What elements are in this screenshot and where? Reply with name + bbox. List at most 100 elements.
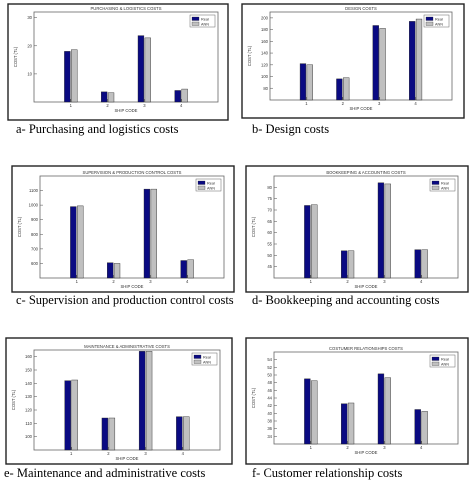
caption-c: c- Supervision and production control co…: [16, 293, 234, 307]
chart-panel-a: PURCHASING & LOGISTICS COSTS 10 20 30 COST (…: [4, 0, 236, 140]
y-tick-label: 40: [267, 411, 272, 416]
y-axis-label: COST (TL): [247, 45, 252, 66]
y-tick-label: 45: [267, 264, 272, 269]
x-tick-label: 3: [149, 279, 152, 284]
x-tick-label: 3: [383, 445, 386, 450]
legend-label-ann: ANN: [207, 186, 215, 190]
caption-d: d- Bookkeeping and accounting costs: [252, 293, 440, 307]
bar-real: [414, 249, 421, 279]
x-tick-label: 1: [70, 103, 73, 108]
bar-real: [377, 373, 385, 445]
bar-real: [304, 205, 311, 279]
chart-svg-d: BOOKKEEPING & ACCOUNTING COSTS 45 50 55 60 65…: [245, 165, 469, 293]
x-tick-label: 3: [378, 101, 381, 106]
caption-a: a- Purchasing and logistics costs: [16, 122, 179, 136]
legend-label-ann: ANN: [441, 362, 449, 366]
bar-real: [409, 21, 416, 101]
bar-ann: [384, 377, 391, 445]
x-tick-label: 3: [144, 451, 147, 456]
y-tick-label: 900: [31, 217, 39, 222]
y-tick-label: 80: [267, 185, 272, 190]
chart-panel-d: BOOKKEEPING & ACCOUNTING COSTS 45 50 55 60 65…: [238, 160, 474, 315]
legend-swatch-ann: [193, 359, 202, 364]
x-axis-label: SHIP CODE: [355, 450, 378, 455]
bar-real: [64, 51, 71, 103]
bar-ann: [379, 28, 386, 101]
bar-ann: [187, 259, 194, 279]
x-tick-label: 4: [182, 451, 185, 456]
legend-swatch-real: [431, 356, 440, 361]
y-tick-label: 140: [261, 51, 269, 56]
x-tick-label: 2: [342, 101, 345, 106]
y-tick-label: 800: [31, 232, 39, 237]
legend-label-ann: ANN: [203, 360, 211, 364]
y-tick-label: 200: [261, 15, 269, 20]
bar-ann: [181, 88, 188, 103]
x-tick-label: 1: [305, 101, 308, 106]
y-tick-label: 700: [31, 246, 39, 251]
bar-ann: [107, 92, 115, 103]
bar-ann: [144, 37, 151, 103]
x-tick-label: 4: [180, 103, 183, 108]
chart-title: BOOKKEEPING & ACCOUNTING COSTS: [326, 170, 406, 175]
y-tick-label: 140: [25, 381, 33, 386]
chart-title: PURCHASING & LOGISTICS COSTS: [91, 6, 162, 11]
y-tick-label: 600: [31, 261, 39, 266]
bar-ann: [421, 411, 428, 445]
x-tick-label: 4: [414, 101, 417, 106]
legend-swatch-real: [197, 180, 206, 185]
y-tick-label: 60: [267, 230, 272, 235]
bar-real: [341, 403, 348, 445]
legend-label-real: Real: [441, 357, 449, 361]
bar-ann: [145, 351, 153, 451]
legend-label-real: Real: [435, 17, 443, 21]
legend-swatch-ann: [431, 185, 440, 190]
legend-swatch-ann: [425, 21, 434, 26]
bar-ann: [311, 380, 318, 445]
y-tick-label: 110: [25, 421, 32, 426]
chart-panel-c: SUPERVISION & PRODUCTION CONTROL COSTS 60…: [4, 160, 240, 315]
y-tick-label: 36: [267, 426, 272, 431]
y-tick-label: 65: [267, 219, 272, 224]
bar-ann: [347, 250, 355, 279]
bar-ann: [113, 263, 121, 279]
chart-svg-a: PURCHASING & LOGISTICS COSTS 10 20 30 COST (…: [7, 3, 229, 121]
legend-label-ann: ANN: [441, 186, 449, 190]
x-tick-label: 2: [106, 103, 109, 108]
y-tick-label: 50: [267, 253, 272, 258]
plot-area: [39, 175, 225, 279]
y-tick-label: 10: [27, 71, 32, 76]
y-tick-label: 120: [25, 408, 33, 413]
y-tick-label: 50: [267, 373, 272, 378]
y-tick-label: 34: [267, 434, 272, 439]
chart-panel-f: COSTUMER RELATIONSHIPS COSTS 34 36 38 40 42 44…: [238, 332, 474, 480]
y-tick-label: 46: [267, 388, 272, 393]
y-tick-label: 42: [267, 403, 272, 408]
y-tick-label: 30: [27, 15, 32, 20]
bar-real: [372, 25, 379, 101]
y-tick-label: 160: [25, 354, 33, 359]
chart-svg-e: MAINTENANCE & ADMINISTRATIVE COSTS 100 110…: [5, 337, 233, 465]
chart-svg-f: COSTUMER RELATIONSHIPS COSTS 34 36 38 40 42 44…: [245, 337, 469, 465]
chart-title: COSTUMER RELATIONSHIPS COSTS: [329, 346, 403, 351]
y-tick-label: 160: [261, 39, 269, 44]
x-axis-label: SHIP CODE: [116, 456, 139, 461]
y-tick-label: 100: [25, 434, 33, 439]
y-axis-label: COST (TL): [17, 216, 22, 237]
legend-swatch-ann: [197, 185, 206, 190]
y-tick-label: 55: [267, 242, 272, 247]
x-tick-label: 1: [310, 279, 313, 284]
y-axis-label: COST (TL): [11, 389, 16, 410]
bar-real: [174, 90, 181, 103]
y-tick-label: 180: [261, 27, 269, 32]
y-tick-label: 70: [267, 208, 272, 213]
legend-label-ann: ANN: [435, 22, 443, 26]
plot-area: [273, 175, 459, 279]
y-tick-label: 38: [267, 419, 272, 424]
y-tick-label: 120: [261, 62, 269, 67]
legend-label-ann: ANN: [201, 22, 209, 26]
bar-real: [176, 416, 183, 451]
y-tick-label: 44: [267, 396, 272, 401]
bar-real: [64, 380, 71, 451]
chart-svg-c: SUPERVISION & PRODUCTION CONTROL COSTS 60…: [11, 165, 235, 293]
